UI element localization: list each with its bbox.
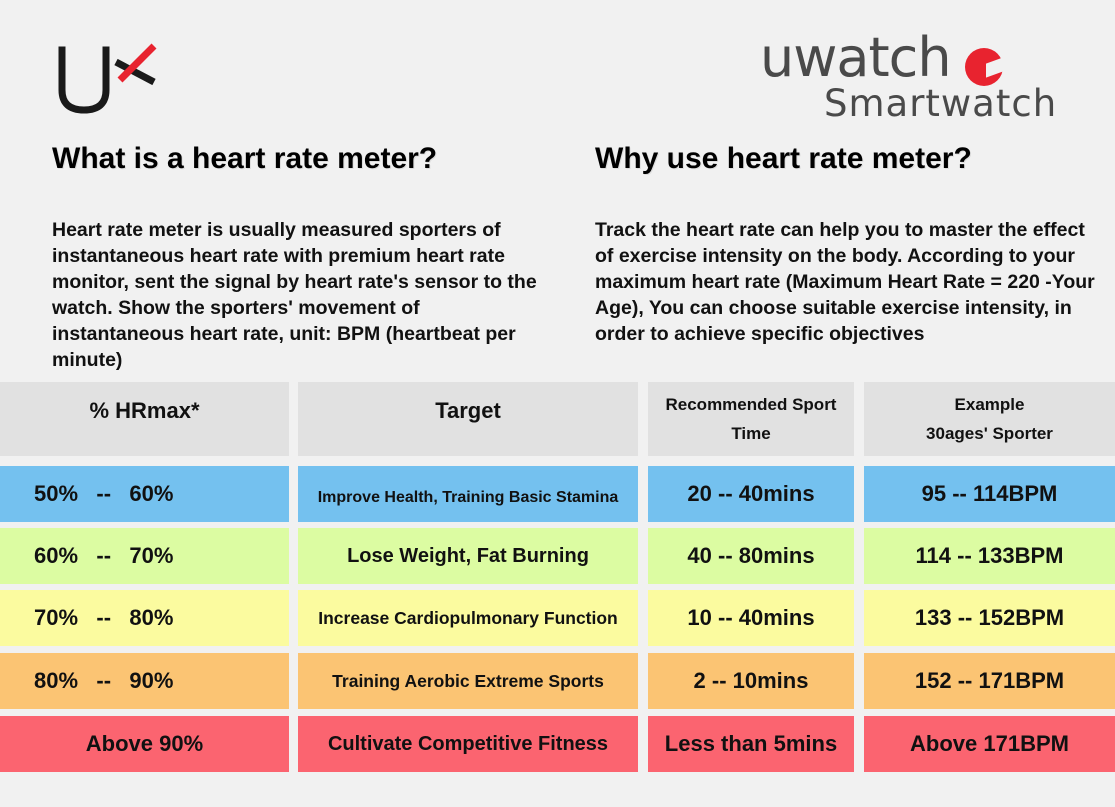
row-hrmax: 70% -- 80% — [0, 590, 289, 646]
row-example: 114 -- 133BPM — [864, 528, 1115, 584]
row-hrmax: 60% -- 70% — [0, 528, 289, 584]
row-target: Training Aerobic Extreme Sports — [298, 653, 638, 709]
row-time: Less than 5mins — [648, 716, 854, 772]
brand-subtitle: Smartwatch — [824, 82, 1058, 125]
row-time: 2 -- 10mins — [648, 653, 854, 709]
row-example: 133 -- 152BPM — [864, 590, 1115, 646]
row-example: 152 -- 171BPM — [864, 653, 1115, 709]
header-time-line1: Recommended Sport — [665, 395, 837, 414]
uwatch-logo: uwatch Smartwatch — [760, 20, 1060, 130]
header-time-line2: Time — [731, 424, 771, 443]
left-paragraph: Heart rate meter is usually measured spo… — [52, 219, 537, 371]
row-time: 20 -- 40mins — [648, 466, 854, 522]
row-target: Increase Cardiopulmonary Function — [298, 590, 638, 646]
right-paragraph: Track the heart rate can help you to mas… — [595, 219, 1095, 345]
brand-name: uwatch — [760, 26, 952, 89]
header-example-line2: 30ages' Sporter — [926, 424, 1053, 443]
row-hrmax: 50% -- 60% — [0, 466, 289, 522]
row-example: 95 -- 114BPM — [864, 466, 1115, 522]
left-heading: What is a heart rate meter? — [52, 142, 438, 175]
ux-logo-icon — [58, 43, 157, 114]
row-hrmax: Above 90% — [0, 716, 289, 772]
row-target: Lose Weight, Fat Burning — [298, 528, 638, 584]
header-hrmax: % HRmax* — [0, 382, 289, 456]
row-example: Above 171BPM — [864, 716, 1115, 772]
row-time: 40 -- 80mins — [648, 528, 854, 584]
header-time: Recommended Sport Time — [648, 382, 854, 456]
row-hrmax: 80% -- 90% — [0, 653, 289, 709]
header-target: Target — [298, 382, 638, 456]
header-example: Example 30ages' Sporter — [864, 382, 1115, 456]
row-target: Improve Health, Training Basic Stamina — [298, 466, 638, 522]
header-example-line1: Example — [954, 395, 1025, 414]
brand-mark-icon — [965, 48, 1003, 86]
row-time: 10 -- 40mins — [648, 590, 854, 646]
row-target: Cultivate Competitive Fitness — [298, 716, 638, 772]
right-heading: Why use heart rate meter? — [595, 142, 972, 175]
